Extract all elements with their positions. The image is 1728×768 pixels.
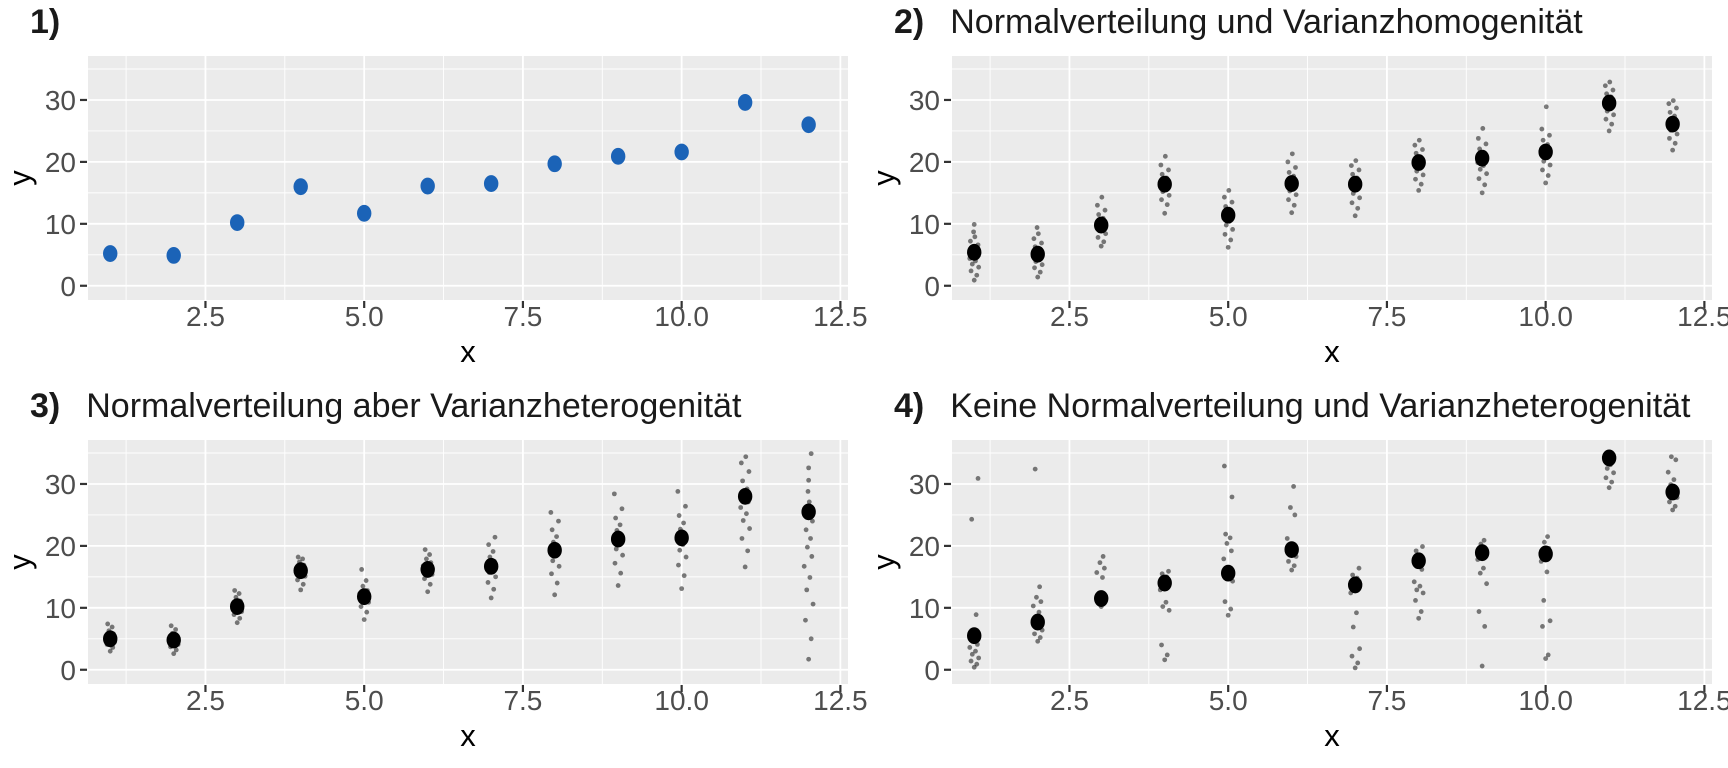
panel-3: 3) Normalverteilung aber Varianzheteroge… [0, 384, 868, 768]
svg-text:7.5: 7.5 [1367, 685, 1406, 716]
svg-text:0: 0 [60, 655, 76, 686]
panel-4-number: 4) [894, 387, 925, 425]
scatter-plot-3: 2.5 5.0 7.5 10.0 12.5 0 10 20 30 x y [2, 440, 868, 753]
svg-text:x: x [460, 334, 476, 369]
svg-text:10.0: 10.0 [1518, 301, 1573, 332]
svg-text:x: x [1324, 334, 1340, 369]
svg-text:2.5: 2.5 [186, 301, 225, 332]
scatter-plot-2: 2.5 5.0 7.5 10.0 12.5 0 10 20 30 x y [866, 56, 1728, 369]
svg-text:0: 0 [924, 271, 940, 302]
panel-2-title: Normalverteilung und Varianzhomogenität [950, 3, 1583, 41]
svg-text:30: 30 [909, 469, 940, 500]
svg-text:2.5: 2.5 [1050, 301, 1089, 332]
svg-text:10: 10 [45, 209, 76, 240]
svg-text:10: 10 [909, 209, 940, 240]
panel-2-number: 2) [894, 3, 925, 41]
svg-text:12.5: 12.5 [813, 685, 868, 716]
svg-text:y: y [2, 170, 37, 186]
svg-text:2.5: 2.5 [1050, 685, 1089, 716]
panel-2: 2) Normalverteilung und Varianzhomogenit… [864, 0, 1728, 384]
scatter-plot-4: 2.5 5.0 7.5 10.0 12.5 0 10 20 30 x y [866, 440, 1728, 753]
svg-text:10: 10 [909, 593, 940, 624]
svg-text:y: y [2, 554, 37, 570]
svg-text:12.5: 12.5 [1677, 301, 1728, 332]
svg-text:2.5: 2.5 [186, 685, 225, 716]
panel-3-number: 3) [30, 387, 61, 425]
svg-text:20: 20 [909, 531, 940, 562]
svg-text:5.0: 5.0 [345, 301, 384, 332]
svg-text:5.0: 5.0 [1209, 685, 1248, 716]
svg-text:7.5: 7.5 [503, 301, 542, 332]
panel-1-number: 1) [30, 3, 61, 41]
svg-text:7.5: 7.5 [1367, 301, 1406, 332]
svg-text:x: x [460, 718, 476, 753]
svg-text:5.0: 5.0 [1209, 301, 1248, 332]
svg-text:0: 0 [60, 271, 76, 302]
svg-text:7.5: 7.5 [503, 685, 542, 716]
panel-4-title-row: 4) Keine Normalverteilung und Varianzhet… [894, 386, 1691, 427]
svg-text:30: 30 [45, 469, 76, 500]
panel-1: 1) 2.5 5.0 7.5 10.0 12.5 0 10 20 30 x y [0, 0, 868, 384]
svg-text:x: x [1324, 718, 1340, 753]
svg-text:y: y [866, 554, 901, 570]
svg-text:10.0: 10.0 [1518, 685, 1573, 716]
panel-2-title-row: 2) Normalverteilung und Varianzhomogenit… [894, 2, 1583, 43]
svg-text:12.5: 12.5 [813, 301, 868, 332]
panel-4-title: Keine Normalverteilung und Varianzhetero… [950, 387, 1691, 425]
scatter-plot-1: 2.5 5.0 7.5 10.0 12.5 0 10 20 30 x y [2, 56, 868, 369]
svg-text:10.0: 10.0 [654, 301, 709, 332]
panel-3-title-row: 3) Normalverteilung aber Varianzheteroge… [30, 386, 741, 427]
svg-text:y: y [866, 170, 901, 186]
panel-1-title-row: 1) [30, 2, 86, 43]
svg-text:12.5: 12.5 [1677, 685, 1728, 716]
panel-4: 4) Keine Normalverteilung und Varianzhet… [864, 384, 1728, 768]
svg-text:20: 20 [45, 147, 76, 178]
svg-text:20: 20 [45, 531, 76, 562]
panel-3-title: Normalverteilung aber Varianzheterogenit… [86, 387, 742, 425]
svg-text:5.0: 5.0 [345, 685, 384, 716]
svg-text:10.0: 10.0 [654, 685, 709, 716]
svg-text:10: 10 [45, 593, 76, 624]
svg-text:30: 30 [909, 85, 940, 116]
svg-text:30: 30 [45, 85, 76, 116]
svg-text:20: 20 [909, 147, 940, 178]
svg-text:0: 0 [924, 655, 940, 686]
